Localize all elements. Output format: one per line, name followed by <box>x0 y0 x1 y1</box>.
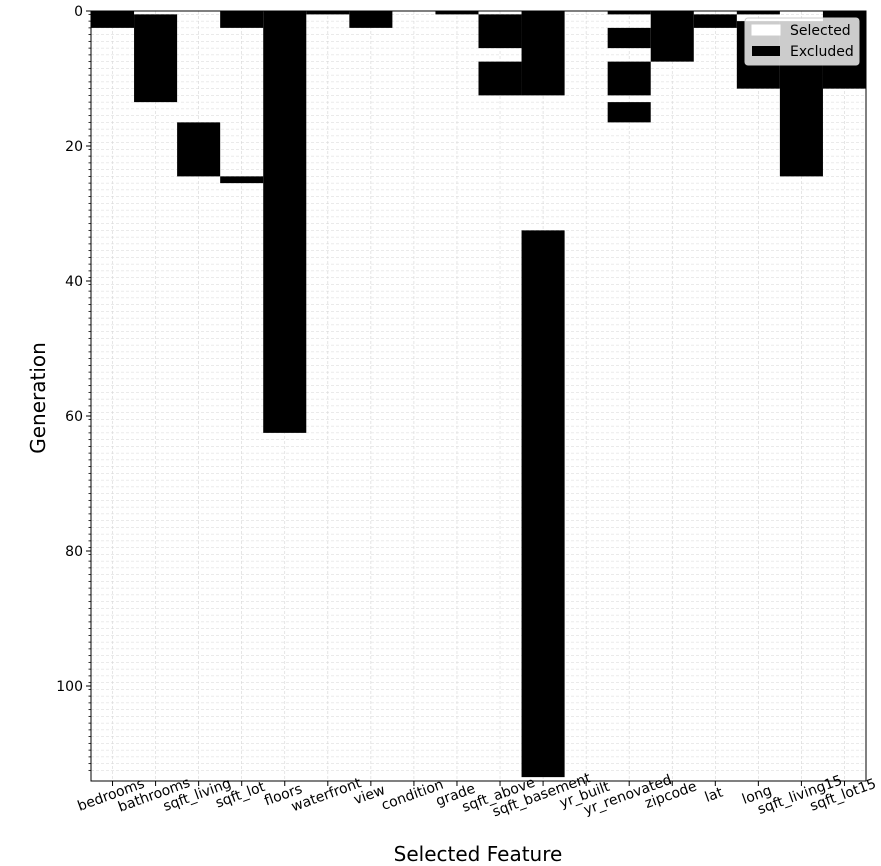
y-tick-label: 100 <box>56 679 83 695</box>
excluded-cell-sqft_living <box>177 122 221 177</box>
excluded-cell-waterfront <box>306 11 350 15</box>
excluded-cell-floors <box>263 11 307 433</box>
x-axis-label: Selected Feature <box>394 842 563 866</box>
excluded-cell-yr_renovated <box>607 102 651 123</box>
y-axis: 0 20 40 60 80 100 <box>56 4 91 771</box>
excluded-cell-yr_renovated <box>607 27 651 49</box>
legend-label-excluded: Excluded <box>790 44 854 60</box>
y-axis-label: Generation <box>26 342 50 454</box>
vertical-gridlines <box>112 11 845 781</box>
excluded-cell-sqft_lot <box>220 11 264 28</box>
x-tick-label: lat <box>703 784 726 805</box>
y-tick-label: 20 <box>65 139 83 155</box>
excluded-cell-bedrooms <box>91 11 135 28</box>
legend-swatch-selected <box>751 24 781 36</box>
excluded-cell-zipcode <box>650 11 694 62</box>
excluded-cell-long <box>736 11 780 15</box>
legend-swatch-excluded <box>752 46 780 56</box>
excluded-cell-grade <box>435 11 479 15</box>
excluded-cell-sqft_lot <box>220 176 264 184</box>
excluded-cell-sqft_above <box>478 61 522 96</box>
y-tick-label: 40 <box>65 274 83 290</box>
excluded-cell-yr_renovated <box>607 11 651 15</box>
excluded-cell-view <box>349 11 393 28</box>
excluded-cell-yr_renovated <box>607 61 651 96</box>
excluded-cell-lat <box>693 14 737 28</box>
plot-frame <box>90 10 867 782</box>
excluded-cell-sqft_basement <box>521 11 565 96</box>
legend-label-selected: Selected <box>790 23 851 39</box>
y-tick-label: 60 <box>65 409 83 425</box>
y-tick-label: 80 <box>65 544 83 560</box>
legend: Selected Excluded <box>744 17 860 66</box>
excluded-cell-sqft_above <box>478 14 522 49</box>
excluded-cell-bathrooms <box>134 14 178 103</box>
excluded-cell-sqft_basement <box>521 230 565 778</box>
y-tick-label: 0 <box>74 4 83 20</box>
excluded-cells <box>91 11 866 778</box>
